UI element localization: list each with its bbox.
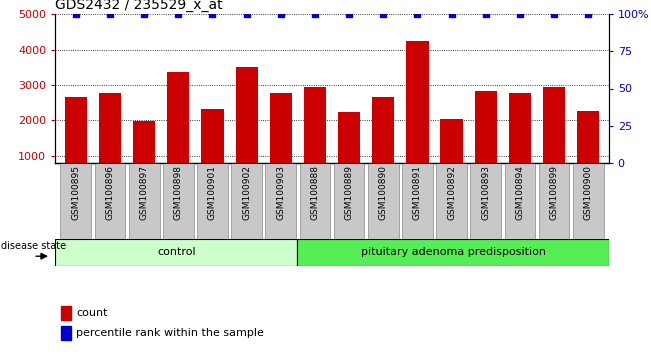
Text: GDS2432 / 235529_x_at: GDS2432 / 235529_x_at — [55, 0, 223, 12]
Bar — [236, 67, 258, 191]
FancyBboxPatch shape — [55, 239, 298, 266]
Bar — [64, 97, 87, 191]
FancyBboxPatch shape — [368, 163, 398, 239]
FancyBboxPatch shape — [505, 163, 535, 239]
FancyBboxPatch shape — [94, 163, 126, 239]
Bar — [61, 307, 71, 320]
Bar — [509, 93, 531, 191]
FancyBboxPatch shape — [129, 163, 159, 239]
Bar — [99, 93, 121, 191]
Text: GSM100899: GSM100899 — [549, 165, 559, 220]
FancyBboxPatch shape — [471, 163, 501, 239]
Bar — [167, 72, 189, 191]
Bar — [270, 93, 292, 191]
FancyBboxPatch shape — [436, 163, 467, 239]
Text: pituitary adenoma predisposition: pituitary adenoma predisposition — [361, 247, 546, 257]
FancyBboxPatch shape — [61, 163, 91, 239]
Bar — [304, 87, 326, 191]
Text: GSM100901: GSM100901 — [208, 165, 217, 220]
FancyBboxPatch shape — [163, 163, 194, 239]
Text: percentile rank within the sample: percentile rank within the sample — [76, 328, 264, 338]
Text: GSM100888: GSM100888 — [311, 165, 320, 220]
Text: disease state: disease state — [1, 241, 66, 251]
Bar — [475, 91, 497, 191]
FancyBboxPatch shape — [538, 163, 570, 239]
Text: GSM100903: GSM100903 — [276, 165, 285, 220]
Text: GSM100891: GSM100891 — [413, 165, 422, 220]
Bar — [372, 97, 395, 191]
Text: GSM100895: GSM100895 — [72, 165, 80, 220]
Bar — [133, 121, 155, 191]
Bar — [577, 111, 600, 191]
Text: GSM100892: GSM100892 — [447, 165, 456, 220]
Text: GSM100893: GSM100893 — [481, 165, 490, 220]
FancyBboxPatch shape — [298, 239, 609, 266]
Bar — [61, 326, 71, 340]
FancyBboxPatch shape — [231, 163, 262, 239]
Text: GSM100898: GSM100898 — [174, 165, 183, 220]
FancyBboxPatch shape — [334, 163, 365, 239]
FancyBboxPatch shape — [266, 163, 296, 239]
FancyBboxPatch shape — [197, 163, 228, 239]
Text: count: count — [76, 308, 108, 318]
Text: GSM100897: GSM100897 — [140, 165, 148, 220]
Bar — [406, 41, 428, 191]
Text: GSM100896: GSM100896 — [105, 165, 115, 220]
Text: GSM100889: GSM100889 — [344, 165, 353, 220]
Bar — [543, 87, 565, 191]
FancyBboxPatch shape — [402, 163, 433, 239]
Text: control: control — [157, 247, 196, 257]
Text: GSM100902: GSM100902 — [242, 165, 251, 220]
Bar — [441, 119, 463, 191]
Text: GSM100894: GSM100894 — [516, 165, 524, 220]
Bar — [201, 109, 223, 191]
Text: GSM100890: GSM100890 — [379, 165, 388, 220]
Text: GSM100900: GSM100900 — [584, 165, 592, 220]
FancyBboxPatch shape — [299, 163, 330, 239]
FancyBboxPatch shape — [573, 163, 603, 239]
Bar — [338, 112, 360, 191]
